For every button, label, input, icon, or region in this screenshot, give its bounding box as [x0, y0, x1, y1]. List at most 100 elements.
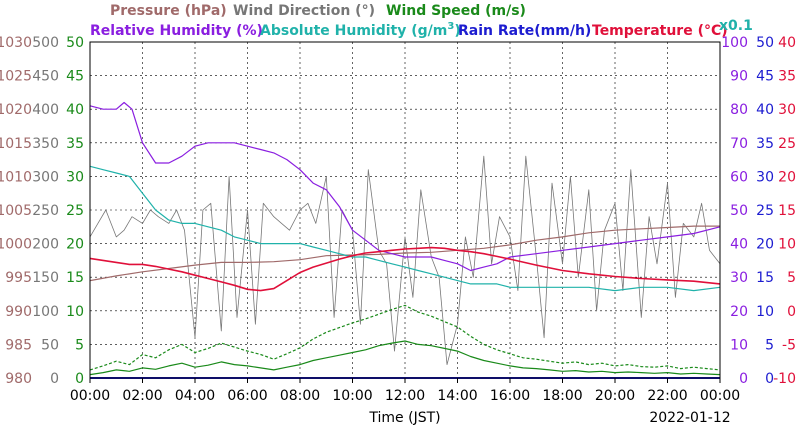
- y-tick-label-temperature: 10: [778, 237, 796, 253]
- series-rel-humidity: [89, 101, 721, 272]
- legend-rain-rate: Rain Rate(mm/h): [458, 23, 591, 39]
- x-tick-label: 14:00: [437, 388, 477, 404]
- legend-abs-humidity: Absolute Humidity (g/m3): [260, 21, 461, 39]
- y-tick-label-wind-speed: 50: [66, 35, 84, 51]
- y-tick-label-rel-humidity: 30: [730, 270, 748, 286]
- x-tick-label: 00:00: [70, 388, 110, 404]
- x-tick-label: 06:00: [227, 388, 267, 404]
- x-tick-label: 04:00: [175, 388, 215, 404]
- series-wind-speed-max: [89, 304, 721, 371]
- y-tick-label-wind-speed: 30: [66, 169, 84, 185]
- y-tick-label-pressure: 1020: [0, 102, 32, 118]
- y-tick-label-pressure: 1030: [0, 35, 32, 51]
- x-tick-label: 00:00: [700, 388, 740, 404]
- y-tick-label-wind-direction: 500: [32, 35, 59, 51]
- x-tick-label: 08:00: [280, 388, 320, 404]
- y-tick-label-rain-rate: 50: [756, 35, 774, 51]
- y-tick-label-wind-speed: 20: [66, 237, 84, 253]
- x-tick-label: 16:00: [490, 388, 530, 404]
- y-tick-label-temperature: 35: [778, 69, 796, 85]
- legend-temperature: Temperature (°C): [592, 23, 728, 39]
- y-tick-label-temperature: 15: [778, 203, 796, 219]
- legend-abs-humidity-main: Absolute Humidity (g/m: [260, 23, 447, 39]
- x-axis: 00:00 02:00 04:00 06:00 08:00 10:00 12:00 14:00…: [70, 378, 740, 404]
- x-tick-label: 02:00: [122, 388, 162, 404]
- legend-wind-speed: Wind Speed (m/s): [386, 3, 526, 19]
- y-tick-label-wind-direction: 150: [32, 270, 59, 286]
- y-tick-label-pressure: 1005: [0, 203, 32, 219]
- y-tick-label-temperature: 30: [778, 102, 796, 118]
- y-tick-label-wind-speed: 0: [75, 371, 84, 387]
- legend-abs-humidity-end: ): [454, 23, 460, 39]
- y-tick-label-rel-humidity: 20: [730, 304, 748, 320]
- y-tick-label-rel-humidity: 60: [730, 169, 748, 185]
- y-tick-label-rel-humidity: 10: [730, 337, 748, 353]
- y-tick-label-wind-direction: 200: [32, 237, 59, 253]
- y-tick-label-wind-speed: 35: [66, 136, 84, 152]
- y-tick-label-wind-speed: 40: [66, 102, 84, 118]
- y-tick-label-wind-direction: 300: [32, 169, 59, 185]
- y-tick-label-rain-rate: 10: [756, 304, 774, 320]
- y-tick-label-wind-speed: 25: [66, 203, 84, 219]
- y-tick-label-rain-rate: 30: [756, 169, 774, 185]
- y-tick-label-pressure: 990: [5, 304, 32, 320]
- y-tick-label-rel-humidity: 50: [730, 203, 748, 219]
- y-tick-label-rain-rate: 5: [765, 337, 774, 353]
- legend-wind-direction: Wind Direction (°): [233, 3, 375, 19]
- x-tick-label: 22:00: [647, 388, 687, 404]
- y-tick-label-wind-speed: 10: [66, 304, 84, 320]
- y-tick-label-temperature: 40: [778, 35, 796, 51]
- y-tick-label-rain-rate: 20: [756, 237, 774, 253]
- y-tick-label-rain-rate: 25: [756, 203, 774, 219]
- legend-abs-humidity-scale: x0.1: [719, 18, 753, 34]
- x-tick-label: 10:00: [332, 388, 372, 404]
- x-axis-label: Time (JST): [368, 410, 440, 426]
- y-tick-label-rain-rate: 40: [756, 102, 774, 118]
- y-tick-label-temperature: -5: [782, 337, 796, 353]
- series-abs-humidity: [89, 165, 721, 292]
- y-tick-label-temperature: -10: [773, 371, 796, 387]
- y-tick-label-pressure: 1025: [0, 69, 32, 85]
- y-tick-label-wind-direction: 350: [32, 136, 59, 152]
- y-tick-label-rel-humidity: 100: [721, 35, 748, 51]
- y-tick-label-temperature: 20: [778, 169, 796, 185]
- x-tick-label: 18:00: [542, 388, 582, 404]
- y-axes: 1030102510201015101010051000995990985980…: [0, 35, 796, 387]
- y-tick-label-rel-humidity: 0: [739, 371, 748, 387]
- y-tick-label-rain-rate: 0: [765, 371, 774, 387]
- y-tick-label-rel-humidity: 80: [730, 102, 748, 118]
- y-tick-label-wind-direction: 0: [50, 371, 59, 387]
- y-tick-label-temperature: 0: [787, 304, 796, 320]
- x-tick-label: 20:00: [595, 388, 635, 404]
- y-tick-label-rain-rate: 45: [756, 69, 774, 85]
- y-tick-label-temperature: 25: [778, 136, 796, 152]
- y-tick-label-pressure: 995: [5, 270, 32, 286]
- y-tick-label-wind-speed: 5: [75, 337, 84, 353]
- series-wind-speed: [89, 340, 721, 376]
- y-tick-label-wind-direction: 50: [41, 337, 59, 353]
- y-tick-label-temperature: 5: [787, 270, 796, 286]
- series-wind-direction: [89, 155, 721, 366]
- y-tick-label-wind-direction: 450: [32, 69, 59, 85]
- y-tick-label-pressure: 1000: [0, 237, 32, 253]
- series-temperature: [89, 246, 721, 292]
- legend-abs-humidity-sup: 3: [447, 21, 454, 32]
- y-tick-label-pressure: 1015: [0, 136, 32, 152]
- series-pressure: [89, 225, 720, 282]
- y-tick-label-wind-direction: 250: [32, 203, 59, 219]
- y-tick-label-wind-speed: 45: [66, 69, 84, 85]
- grid: [90, 42, 720, 378]
- y-tick-label-rel-humidity: 40: [730, 237, 748, 253]
- y-tick-label-rel-humidity: 70: [730, 136, 748, 152]
- legend: Pressure (hPa) Wind Direction (°) Wind S…: [90, 3, 753, 39]
- y-tick-label-pressure: 1010: [0, 169, 32, 185]
- y-tick-label-wind-speed: 15: [66, 270, 84, 286]
- chart-date: 2022-01-12: [649, 410, 730, 426]
- y-tick-label-pressure: 985: [5, 337, 32, 353]
- x-tick-label: 12:00: [385, 388, 425, 404]
- legend-rel-humidity: Relative Humidity (%): [90, 23, 263, 39]
- y-tick-label-pressure: 980: [5, 371, 32, 387]
- y-tick-label-rel-humidity: 90: [730, 69, 748, 85]
- y-tick-label-wind-direction: 100: [32, 304, 59, 320]
